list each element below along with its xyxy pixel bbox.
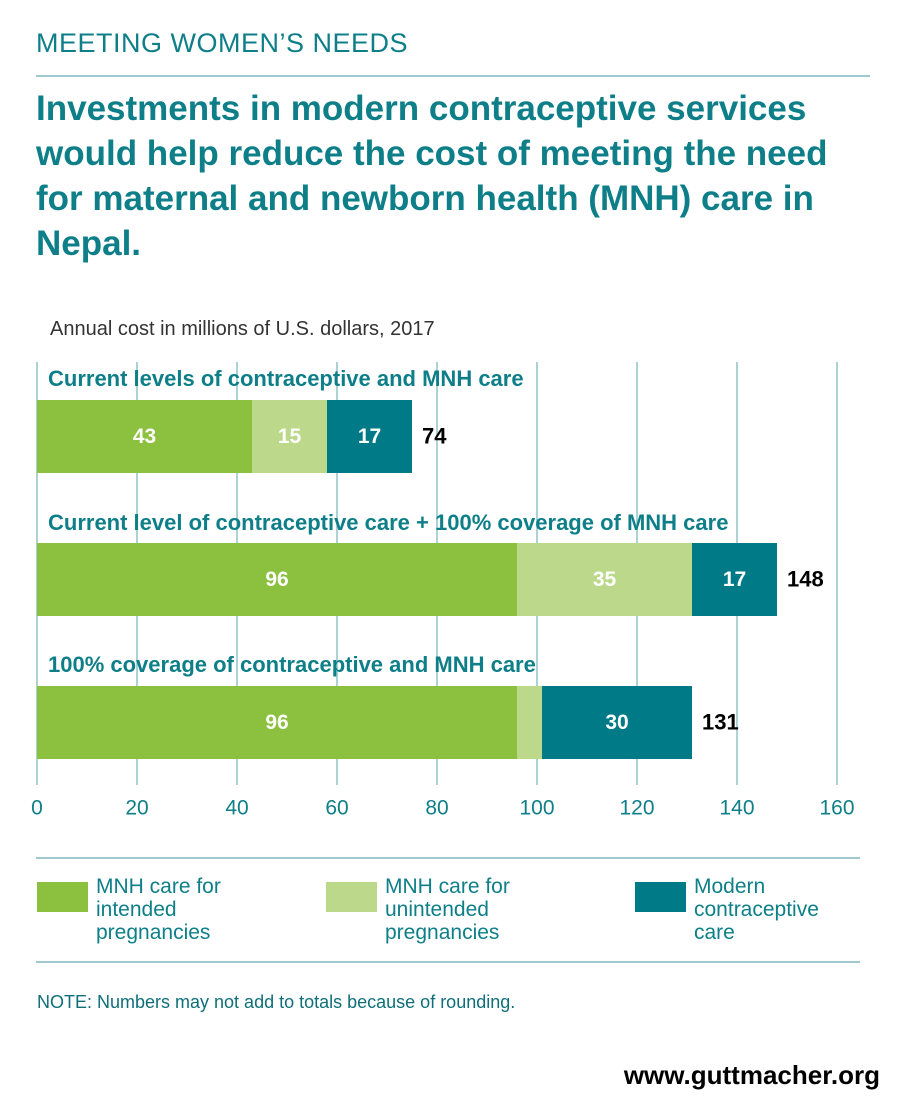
legend-label: MNH care for intended pregnancies bbox=[96, 875, 221, 944]
chart-title: Investments in modern contraceptive serv… bbox=[36, 89, 828, 263]
legend-label: Modern contraceptive care bbox=[694, 875, 819, 944]
x-tick-label: 20 bbox=[125, 797, 148, 820]
x-tick-label: 140 bbox=[719, 797, 754, 820]
header: MEETING WOMEN’S NEEDS bbox=[36, 28, 409, 58]
category-label: 100% coverage of contraceptive and MNH c… bbox=[48, 652, 536, 677]
bar-segment bbox=[517, 543, 692, 616]
x-tick-label: 160 bbox=[819, 797, 854, 820]
data-label: 43 bbox=[133, 425, 156, 448]
bar-segment bbox=[37, 400, 252, 473]
bar-segment bbox=[517, 686, 542, 759]
category-label: Current levels of contraceptive and MNH … bbox=[48, 366, 524, 391]
bar-segment bbox=[37, 686, 517, 759]
data-label: 17 bbox=[723, 568, 746, 591]
bar-segment bbox=[252, 400, 327, 473]
legend-swatch bbox=[326, 882, 377, 912]
bar-segment bbox=[37, 543, 517, 616]
x-tick-label: 0 bbox=[31, 797, 43, 820]
x-tick-label: 120 bbox=[619, 797, 654, 820]
total-label: 74 bbox=[422, 423, 447, 448]
bar-segment bbox=[327, 400, 412, 473]
total-label: 131 bbox=[702, 709, 739, 734]
legend-swatch bbox=[37, 882, 88, 912]
category-label: Current level of contraceptive care + 10… bbox=[48, 510, 728, 535]
x-tick-label: 40 bbox=[225, 797, 248, 820]
data-label: 30 bbox=[605, 711, 628, 734]
bar-segment bbox=[692, 543, 777, 616]
data-label: 35 bbox=[593, 568, 617, 591]
x-tick-label: 60 bbox=[325, 797, 348, 820]
subtitle: Annual cost in millions of U.S. dollars,… bbox=[50, 318, 435, 340]
x-tick-label: 100 bbox=[519, 797, 554, 820]
legend-label: MNH care for unintended pregnancies bbox=[385, 875, 510, 944]
footer-url: www.guttmacher.org bbox=[623, 1060, 880, 1090]
data-label: 96 bbox=[265, 568, 288, 591]
data-label: 17 bbox=[358, 425, 381, 448]
total-label: 148 bbox=[787, 566, 824, 591]
note: NOTE: Numbers may not add to totals beca… bbox=[37, 992, 516, 1012]
legend-swatch bbox=[635, 882, 686, 912]
bar-segment bbox=[542, 686, 692, 759]
data-label: 15 bbox=[278, 425, 302, 448]
x-tick-label: 80 bbox=[425, 797, 448, 820]
data-label: 96 bbox=[265, 711, 288, 734]
